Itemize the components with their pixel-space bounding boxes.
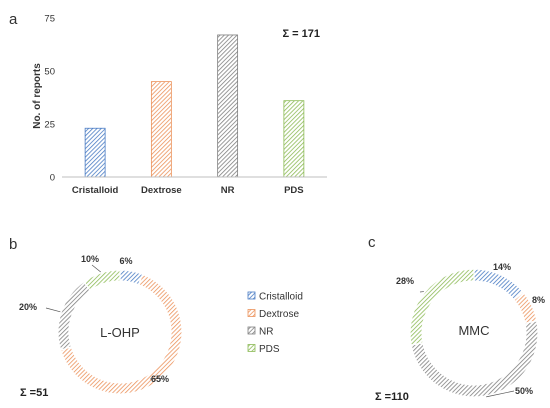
donut-center-label-lohp: L-OHP bbox=[100, 325, 140, 340]
donut-slice-pds bbox=[409, 268, 475, 346]
legend-label-nr: NR bbox=[259, 327, 273, 338]
panel-label-b: b bbox=[9, 236, 17, 253]
legend: Cristalloid Dextrose NR PDS bbox=[247, 291, 303, 355]
donut-slice-nr bbox=[57, 280, 92, 351]
bar-dextrose bbox=[150, 81, 172, 178]
bar-pds bbox=[283, 100, 305, 178]
x-tick-label-dextrose: Dextrose bbox=[141, 185, 182, 196]
donut-slice-cristalloid bbox=[473, 268, 525, 301]
donut-value-label-cristalloid: 14% bbox=[493, 262, 511, 272]
donut-value-label-dextrose: 8% bbox=[532, 295, 545, 305]
donut-value-label-nr: 20% bbox=[19, 302, 37, 312]
x-tick-label-pds: PDS bbox=[284, 185, 304, 196]
bar-chart: 0 25 50 75 Cristalloid Dextrose NR PDS No. of … bbox=[32, 14, 327, 196]
leader-line bbox=[486, 390, 515, 398]
legend-swatch-pds bbox=[247, 344, 256, 352]
donut-slice-pds bbox=[83, 269, 121, 292]
legend-swatch-cristalloid bbox=[247, 291, 256, 300]
donut-total-annotation-mmc: Σ =110 bbox=[375, 391, 409, 403]
donut-value-label-cristalloid: 6% bbox=[119, 256, 132, 266]
x-tick-label-nr: NR bbox=[221, 185, 235, 196]
donut-chart-lohp: 6% 65% 20% 10% L-OHP Σ =51 bbox=[19, 254, 183, 399]
bar-cristalloid bbox=[84, 127, 106, 178]
donut-total-annotation-lohp: Σ =51 bbox=[20, 387, 48, 399]
y-tick-label: 50 bbox=[44, 67, 55, 78]
legend-swatch-nr bbox=[247, 326, 256, 335]
y-tick-label: 0 bbox=[50, 173, 55, 184]
leader-line bbox=[149, 377, 163, 380]
donut-chart-mmc: 14% 8% 50% 28% MMC Σ =110 bbox=[375, 262, 545, 403]
leader-line bbox=[91, 264, 101, 273]
panel-label-a: a bbox=[9, 11, 18, 28]
donut-value-label-pds: 10% bbox=[81, 254, 99, 264]
y-axis-label: No. of reports bbox=[32, 63, 43, 129]
legend-label-dextrose: Dextrose bbox=[259, 309, 299, 320]
donut-value-label-pds: 28% bbox=[396, 276, 414, 286]
donut-value-label-nr: 50% bbox=[515, 386, 533, 396]
y-tick-label: 75 bbox=[44, 14, 55, 25]
y-tick-label: 25 bbox=[44, 120, 55, 131]
legend-label-cristalloid: Cristalloid bbox=[259, 292, 303, 303]
bar-nr bbox=[217, 34, 239, 178]
donut-value-label-dextrose: 65% bbox=[151, 374, 169, 384]
x-tick-label-cristalloid: Cristalloid bbox=[72, 185, 119, 196]
legend-label-pds: PDS bbox=[259, 344, 280, 355]
panel-label-c: c bbox=[368, 234, 376, 251]
bar-total-annotation: Σ = 171 bbox=[283, 28, 321, 40]
legend-swatch-dextrose bbox=[247, 309, 256, 317]
leader-line bbox=[45, 307, 61, 313]
donut-center-label-mmc: MMC bbox=[458, 323, 489, 338]
